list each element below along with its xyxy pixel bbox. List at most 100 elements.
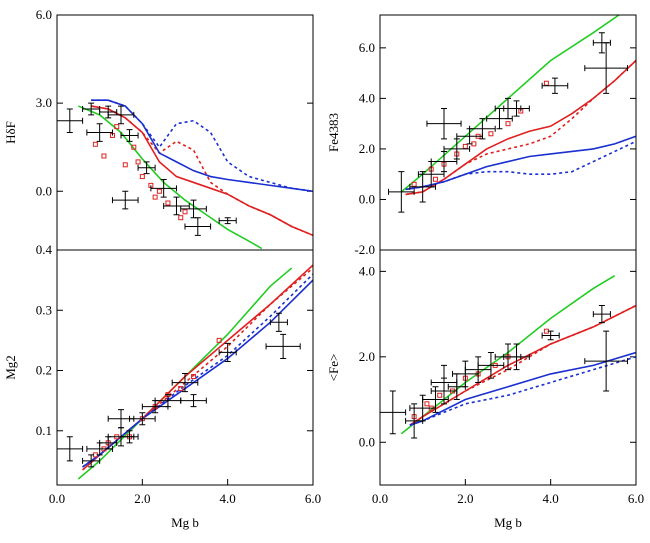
y-tick-label: 6.0 — [36, 7, 52, 22]
y-tick-label: 4.0 — [359, 263, 375, 278]
x-tick-label: 2.0 — [134, 491, 150, 506]
data-point — [114, 124, 120, 130]
error-bar — [86, 123, 113, 142]
error-bar — [57, 108, 84, 133]
y-tick-label: 0.1 — [36, 423, 52, 438]
plot-frame — [56, 249, 314, 486]
model-line — [405, 59, 636, 196]
error-bar — [99, 436, 118, 450]
y-tick-label: 3.0 — [36, 95, 52, 110]
x-tick-label: 2.0 — [457, 491, 473, 506]
error-bar — [443, 138, 471, 160]
error-bar — [137, 161, 156, 175]
error-bar — [163, 196, 190, 216]
model-line — [78, 105, 263, 250]
panel: 4.0 2.0 0.0 0.0 2.0 4.0 6.0 Mg b <Fe> — [326, 249, 644, 530]
model-line — [405, 135, 636, 191]
error-bar — [503, 100, 530, 117]
error-bar — [120, 430, 139, 444]
error-bar — [265, 333, 301, 359]
data-point — [92, 141, 98, 147]
x-axis-label: Mg b — [494, 515, 522, 530]
y-tick-label: 0.3 — [36, 302, 52, 317]
error-bar — [430, 364, 458, 401]
panel: 0.1 0.2 0.3 0.4 0.0 2.0 4.0 6.0 Mg b Mg2 — [3, 242, 321, 530]
y-tick-label: 6.0 — [359, 40, 375, 55]
y-axis-label: <Fe> — [326, 354, 341, 382]
y-axis-label: Mg2 — [3, 355, 18, 380]
data-point — [122, 162, 128, 168]
data-point — [139, 174, 145, 180]
x-tick-label: 4.0 — [220, 491, 236, 506]
error-bar — [171, 373, 199, 393]
error-bar — [57, 436, 84, 462]
error-bar — [180, 199, 207, 219]
data-point — [488, 131, 494, 137]
error-bar — [120, 129, 139, 142]
error-bar — [584, 330, 628, 392]
y-tick-label: -2.0 — [354, 242, 375, 257]
data-point — [462, 143, 468, 149]
panel: 6.0 3.0 0.0 HδF — [3, 7, 314, 251]
model-line — [91, 99, 313, 193]
data-point — [216, 337, 222, 343]
error-bar — [469, 118, 496, 140]
data-point — [101, 153, 107, 159]
y-tick-label: 0.0 — [359, 434, 375, 449]
error-bar — [486, 107, 513, 130]
error-bar — [409, 171, 436, 203]
error-bar — [541, 330, 560, 341]
y-tick-label: 0.0 — [36, 183, 52, 198]
model-line — [90, 105, 313, 237]
y-axis-label: HδF — [3, 121, 18, 144]
y-tick-label: 4.0 — [359, 90, 375, 105]
plot-frame — [379, 249, 637, 486]
error-bar — [417, 161, 445, 188]
error-bar — [388, 171, 415, 213]
plot-area — [57, 264, 313, 480]
model-line — [91, 99, 313, 193]
error-bar — [503, 343, 530, 371]
data-point — [178, 215, 184, 221]
x-tick-label: 6.0 — [628, 491, 644, 506]
error-bar — [541, 77, 569, 94]
error-bar — [218, 217, 237, 225]
error-bar — [218, 342, 237, 362]
error-bar — [82, 454, 101, 468]
model-line — [90, 105, 313, 237]
error-bar — [477, 352, 505, 379]
y-tick-label: 0.0 — [359, 191, 375, 206]
plot-area — [380, 274, 636, 439]
error-bar — [592, 305, 611, 324]
y-tick-label: 0.2 — [36, 363, 52, 378]
data-point — [505, 121, 511, 127]
error-bar — [150, 179, 177, 198]
error-bar — [380, 390, 407, 435]
data-point — [165, 200, 171, 206]
y-tick-label: 2.0 — [359, 349, 375, 364]
error-bar — [107, 409, 135, 429]
x-tick-label: 4.0 — [543, 491, 559, 506]
data-point — [178, 386, 184, 392]
plot-area — [388, 15, 636, 213]
model-line — [405, 140, 636, 191]
data-point — [411, 181, 417, 187]
y-tick-label: 2.0 — [359, 141, 375, 156]
x-tick-label: 6.0 — [305, 491, 321, 506]
x-tick-label: 0.0 — [49, 491, 65, 506]
error-bar — [107, 105, 135, 125]
error-bar — [111, 190, 139, 210]
error-bar — [592, 32, 611, 54]
data-point — [543, 80, 549, 86]
data-point — [424, 401, 430, 407]
y-axis-label: Fe4383 — [326, 113, 341, 152]
error-bar — [180, 394, 207, 408]
data-point — [156, 188, 162, 194]
data-point — [152, 194, 158, 200]
error-bar — [422, 386, 449, 413]
error-bar — [184, 217, 212, 236]
model-line — [82, 273, 313, 468]
panel: 6.0 4.0 2.0 0.0 -2.0 Fe4383 — [326, 14, 637, 257]
